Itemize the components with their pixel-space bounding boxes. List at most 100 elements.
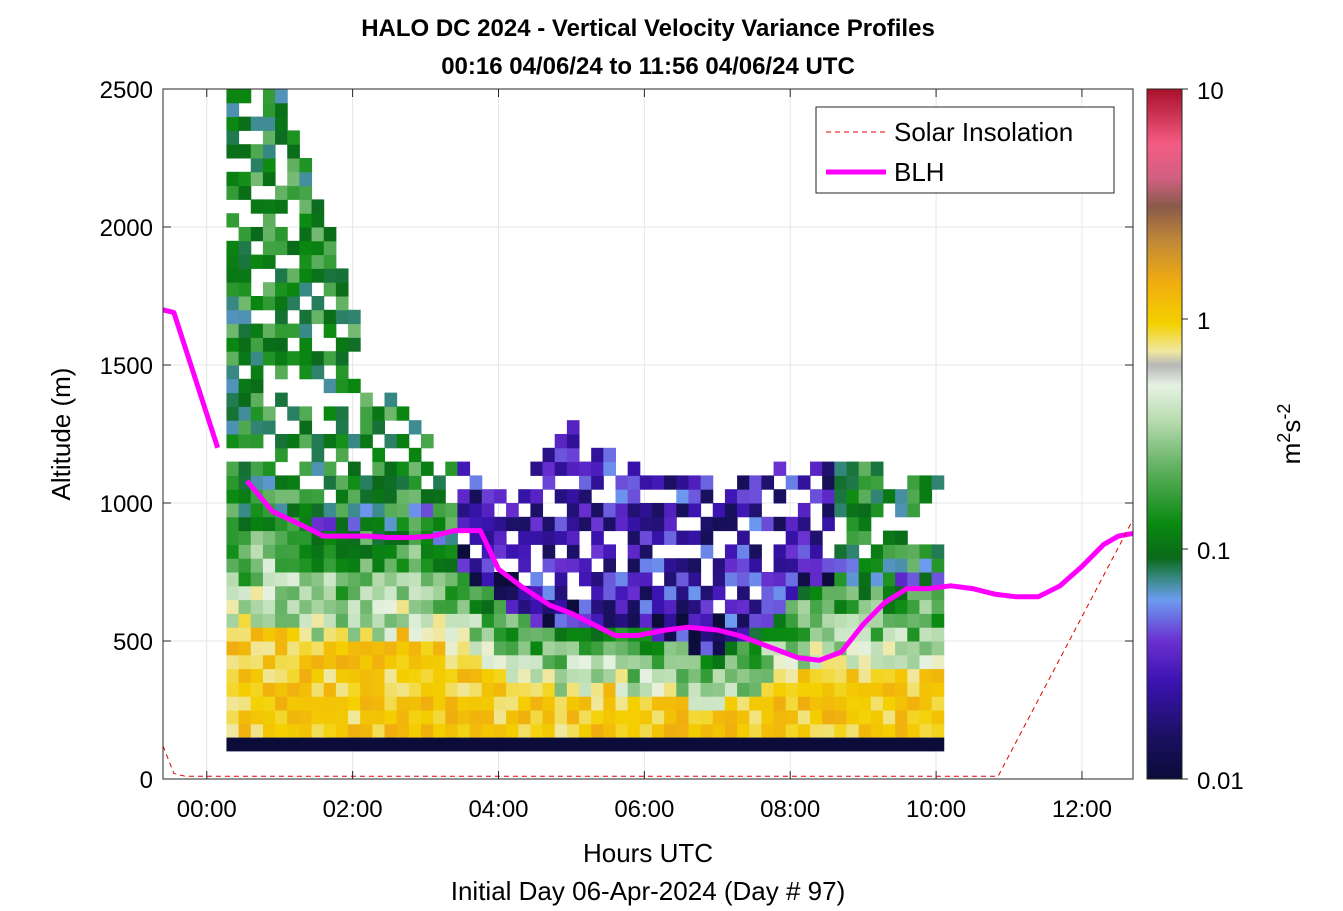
heatmap-cell bbox=[882, 530, 896, 545]
heatmap-cell bbox=[262, 682, 276, 697]
heatmap-cell bbox=[250, 558, 264, 573]
heatmap-cell bbox=[785, 599, 799, 614]
heatmap-cell bbox=[323, 309, 337, 325]
heatmap-cell bbox=[408, 544, 422, 559]
heatmap-cell bbox=[408, 558, 422, 573]
heatmap-cell bbox=[530, 723, 544, 739]
heatmap-cell bbox=[773, 599, 787, 614]
heatmap-cell bbox=[445, 585, 458, 601]
heatmap-cell bbox=[469, 654, 483, 670]
heatmap-cell bbox=[238, 489, 252, 504]
heatmap-cell bbox=[445, 544, 458, 559]
heatmap-cell bbox=[603, 585, 617, 601]
heatmap-cell bbox=[627, 461, 641, 476]
heatmap-cell bbox=[688, 627, 702, 642]
heatmap-cell bbox=[287, 282, 300, 297]
heatmap-cell bbox=[275, 599, 288, 614]
heatmap-cell bbox=[299, 254, 313, 269]
heatmap-cell bbox=[275, 530, 288, 545]
heatmap-cell bbox=[287, 599, 300, 614]
y-tick-label: 2500 bbox=[100, 77, 153, 104]
heatmap-cell bbox=[919, 668, 933, 683]
heatmap-cell bbox=[882, 558, 896, 573]
heatmap-cell bbox=[530, 682, 544, 697]
heatmap-cell bbox=[724, 503, 738, 518]
heatmap-cell bbox=[348, 723, 361, 739]
heatmap-cell bbox=[335, 337, 349, 352]
heatmap-cell bbox=[372, 682, 386, 697]
heatmap-cell bbox=[335, 558, 349, 573]
heatmap-cell bbox=[688, 613, 702, 628]
heatmap-cell bbox=[287, 558, 300, 573]
heatmap-cell bbox=[651, 696, 665, 711]
heatmap-cell bbox=[822, 461, 835, 476]
heatmap-cell bbox=[335, 710, 349, 725]
heatmap-cell bbox=[664, 558, 677, 573]
heatmap-cell bbox=[250, 254, 264, 269]
heatmap-cell bbox=[651, 475, 665, 490]
heatmap-cell bbox=[810, 558, 823, 573]
heatmap-cell bbox=[749, 558, 762, 573]
heatmap-cell bbox=[591, 710, 604, 725]
heatmap-cell bbox=[348, 503, 361, 518]
heatmap-cell bbox=[615, 696, 629, 711]
heatmap-cell bbox=[275, 240, 288, 256]
heatmap-cell bbox=[822, 489, 835, 504]
heatmap-cell bbox=[396, 489, 410, 504]
heatmap-cell bbox=[226, 558, 240, 573]
heatmap-cell bbox=[396, 654, 410, 670]
heatmap-cell bbox=[335, 599, 349, 614]
heatmap-cell bbox=[372, 558, 386, 573]
heatmap-cell bbox=[457, 668, 471, 683]
heatmap-cell bbox=[275, 282, 288, 297]
heatmap-cell bbox=[919, 544, 933, 559]
heatmap-cell bbox=[372, 641, 386, 656]
heatmap-cell bbox=[299, 434, 313, 449]
heatmap-cell bbox=[773, 682, 787, 697]
heatmap-cell bbox=[250, 696, 264, 711]
heatmap-cell bbox=[603, 516, 617, 532]
heatmap-cell bbox=[773, 613, 787, 628]
heatmap-cell bbox=[408, 641, 422, 656]
heatmap-cell bbox=[469, 710, 483, 725]
heatmap-cell bbox=[323, 558, 337, 573]
heatmap-cell bbox=[311, 654, 325, 670]
heatmap-cell bbox=[858, 627, 872, 642]
heatmap-cell bbox=[603, 503, 617, 518]
heatmap-cell bbox=[724, 544, 738, 559]
heatmap-cell bbox=[506, 723, 519, 739]
heatmap-cell bbox=[275, 710, 288, 725]
heatmap-cell bbox=[311, 461, 325, 476]
heatmap-cell bbox=[262, 461, 276, 476]
heatmap-cell bbox=[323, 572, 337, 587]
heatmap-cell bbox=[360, 392, 373, 407]
heatmap-cell bbox=[810, 530, 823, 545]
heatmap-cell bbox=[360, 641, 373, 656]
heatmap-cell bbox=[481, 558, 495, 573]
heatmap-cell bbox=[639, 475, 653, 490]
heatmap-cell bbox=[810, 627, 823, 642]
heatmap-cell bbox=[882, 613, 896, 628]
heatmap-cell bbox=[566, 641, 580, 656]
heatmap-cell bbox=[870, 572, 884, 587]
heatmap-cell bbox=[348, 737, 361, 752]
heatmap-cell bbox=[676, 737, 689, 752]
heatmap-cell bbox=[542, 654, 556, 670]
heatmap-cell bbox=[688, 489, 702, 504]
heatmap-cell bbox=[530, 599, 544, 614]
heatmap-cell bbox=[287, 668, 300, 683]
heatmap-cell bbox=[250, 116, 264, 131]
heatmap-cell bbox=[615, 668, 629, 683]
heatmap-cell bbox=[323, 654, 337, 670]
heatmap-cell bbox=[737, 503, 750, 518]
heatmap-cell bbox=[335, 544, 349, 559]
blh-line bbox=[244, 479, 1134, 663]
heatmap-cell bbox=[651, 723, 665, 739]
heatmap-cell bbox=[408, 627, 422, 642]
heatmap-cell bbox=[481, 723, 495, 739]
heatmap-cell bbox=[627, 544, 641, 559]
heatmap-cell bbox=[615, 585, 629, 601]
colorbar-label: m2s-2 bbox=[1274, 404, 1306, 465]
heatmap-cell bbox=[384, 682, 398, 697]
